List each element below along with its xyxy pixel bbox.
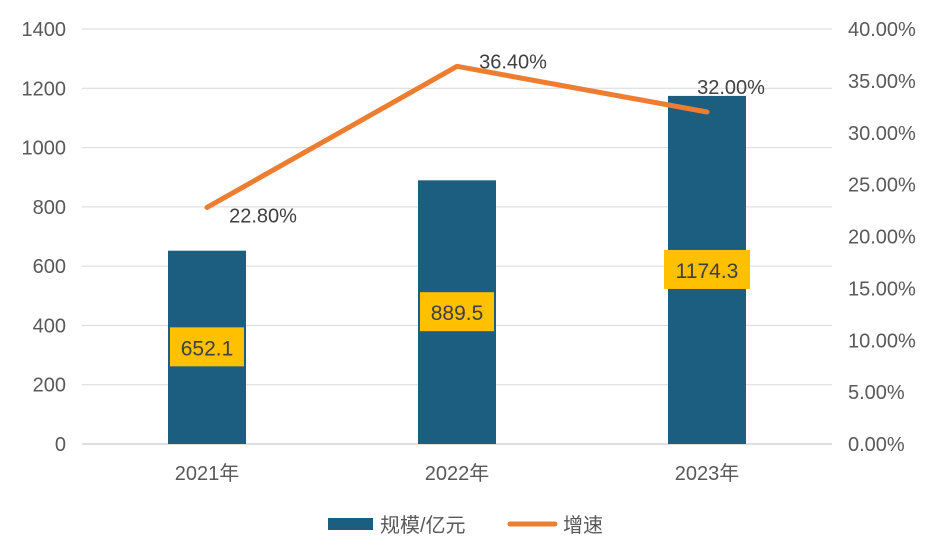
x-tick-label: 2022年 — [425, 462, 490, 485]
line-data-label: 32.00% — [697, 77, 765, 99]
x-tick-label: 2021年 — [175, 462, 240, 485]
bar-label-box — [420, 292, 494, 332]
legend-line-label: 增速 — [563, 514, 603, 537]
left-tick-label: 600 — [33, 256, 66, 278]
line-data-label: 36.40% — [479, 51, 547, 73]
right-tick-label: 30.00% — [848, 123, 916, 145]
left-tick-label: 200 — [33, 375, 66, 397]
right-tick-label: 0.00% — [848, 434, 905, 456]
line-data-label: 22.80% — [229, 205, 297, 227]
left-tick-label: 800 — [33, 197, 66, 219]
left-tick-label: 400 — [33, 315, 66, 337]
right-tick-label: 40.00% — [848, 19, 916, 41]
left-tick-label: 1200 — [22, 78, 67, 100]
right-tick-label: 10.00% — [848, 330, 916, 352]
right-tick-label: 15.00% — [848, 278, 916, 300]
right-tick-label: 5.00% — [848, 382, 905, 404]
right-tick-label: 20.00% — [848, 227, 916, 249]
bar-label-box — [664, 249, 750, 289]
left-tick-label: 1000 — [22, 138, 67, 160]
left-tick-label: 0 — [55, 434, 66, 456]
left-tick-label: 1400 — [22, 19, 67, 41]
legend-bar-swatch — [328, 518, 373, 530]
bar-data-label: 652.1 — [181, 337, 234, 360]
bar-label-box — [170, 327, 244, 367]
bar-data-label: 1174.3 — [676, 260, 739, 283]
bar-data-label: 889.5 — [431, 302, 484, 325]
x-tick-label: 2023年 — [675, 462, 740, 485]
legend-bar-label: 规模/亿元 — [380, 514, 466, 537]
right-tick-label: 35.00% — [848, 71, 916, 93]
right-tick-label: 25.00% — [848, 175, 916, 197]
line-series — [204, 63, 710, 210]
